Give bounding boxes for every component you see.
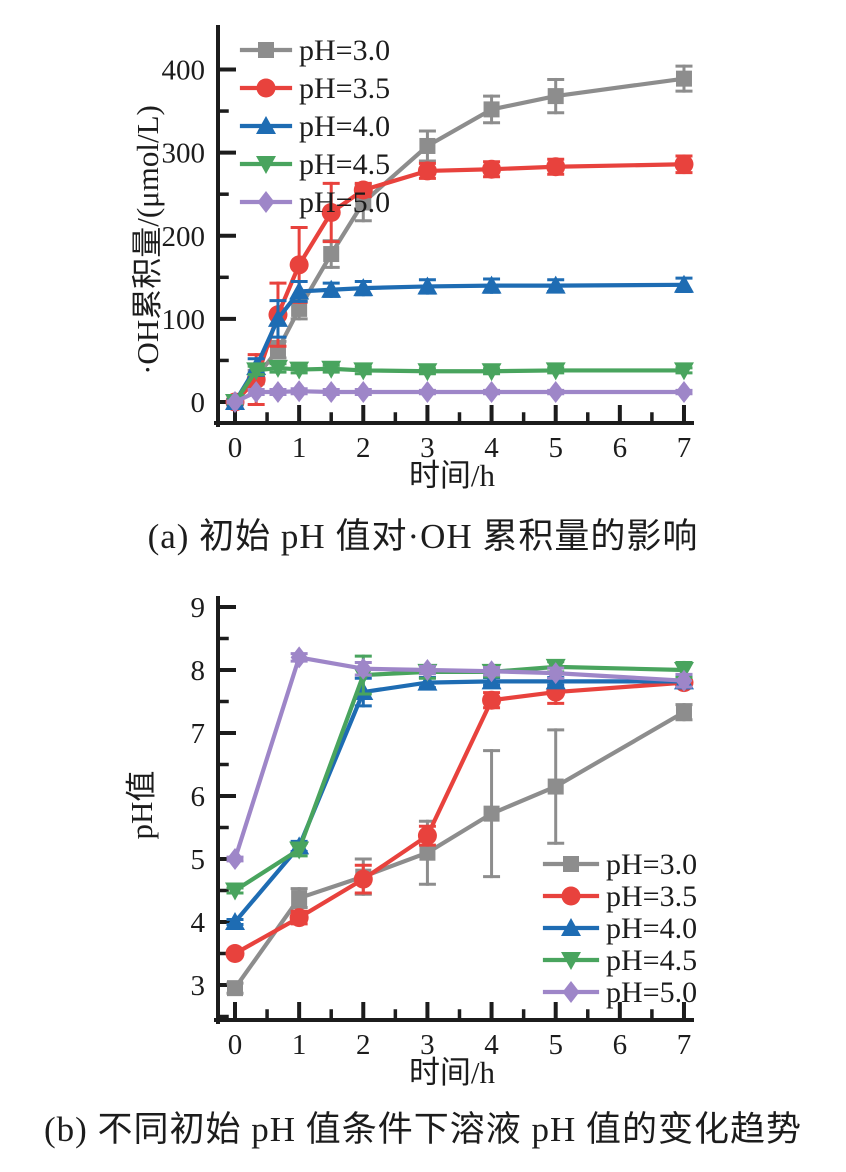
y-tick-label: 0	[191, 387, 206, 419]
y-tick-label: 200	[162, 221, 206, 253]
x-tick-label: 2	[356, 432, 371, 464]
x-tick-label: 2	[356, 1029, 371, 1061]
axes	[214, 25, 694, 427]
y-tick-label: 7	[191, 718, 206, 750]
y-tick-label: 100	[162, 304, 206, 336]
y-axis-title: pH值	[124, 771, 159, 840]
x-tick-label: 7	[677, 1029, 692, 1061]
legend-label: pH=4.0	[606, 912, 697, 945]
y-tick-label: 5	[191, 844, 206, 876]
chart-a-plot: 0 1 2 3 4 5 6 7 0 100 200 300 400 时间/h ·OH累积量/(μmol/L)…	[130, 25, 694, 493]
x-tick-label: 1	[292, 1029, 307, 1061]
legend: pH=3.0pH=3.5pH=4.0pH=4.5pH=5.0	[542, 848, 697, 1009]
legend-label: pH=3.0	[299, 34, 390, 67]
legend: pH=3.0 pH=3.5 pH=4.0 pH=4.5 pH=5.0	[239, 34, 390, 219]
legend-label: pH=4.0	[299, 110, 390, 143]
chart-b-plot: 0 1 2 3 4 5 6 7 3 4 5 6 7 8 9 时间/h pH值 pH=3.0pH=3.5pH=4.0…	[124, 592, 697, 1090]
legend-label: pH=3.5	[606, 880, 697, 913]
series-pH=5.0	[226, 380, 693, 413]
x-ticks: 0 1 2 3 4 5 6 7	[228, 1002, 692, 1061]
x-tick-label: 7	[677, 432, 692, 464]
x-tick-label: 0	[228, 432, 243, 464]
x-axis-title: 时间/h	[409, 1055, 496, 1090]
legend-label: pH=4.5	[606, 944, 697, 977]
y-ticks: 3 4 5 6 7 8 9	[191, 592, 236, 1019]
series-pH=5.0	[226, 646, 693, 870]
y-tick-label: 9	[191, 592, 206, 624]
y-tick-label: 400	[162, 55, 206, 87]
legend-label: pH=4.5	[299, 148, 390, 181]
x-tick-label: 4	[484, 432, 499, 464]
x-tick-label: 5	[548, 432, 563, 464]
x-axis-title: 时间/h	[409, 458, 496, 493]
y-tick-label: 3	[191, 970, 206, 1002]
legend-label: pH=3.0	[606, 848, 697, 881]
x-tick-label: 4	[484, 1029, 499, 1061]
x-tick-label: 5	[548, 1029, 563, 1061]
x-tick-label: 3	[420, 1029, 435, 1061]
chart-a-caption: (a) 初始 pH 值对·OH 累积量的影响	[147, 517, 699, 556]
legend-label: pH=3.5	[299, 72, 390, 105]
y-tick-label: 8	[191, 655, 206, 687]
y-tick-label: 6	[191, 781, 206, 813]
y-tick-label: 4	[191, 907, 206, 939]
x-tick-label: 6	[613, 1029, 628, 1061]
series-pH=3.0	[226, 64, 693, 410]
x-tick-label: 3	[420, 432, 435, 464]
chart-b-caption: (b) 不同初始 pH 值条件下溶液 pH 值的变化趋势	[43, 1110, 803, 1149]
legend-label: pH=5.0	[299, 186, 390, 219]
x-tick-label: 0	[228, 1029, 243, 1061]
x-ticks: 0 1 2 3 4 5 6 7	[228, 405, 692, 464]
x-tick-label: 6	[613, 432, 628, 464]
y-ticks: 0 100 200 300 400	[162, 55, 236, 419]
y-tick-label: 300	[162, 138, 206, 170]
x-tick-label: 1	[292, 432, 307, 464]
y-axis-title: ·OH累积量/(μmol/L)	[130, 105, 165, 375]
legend-label: pH=5.0	[606, 976, 697, 1009]
